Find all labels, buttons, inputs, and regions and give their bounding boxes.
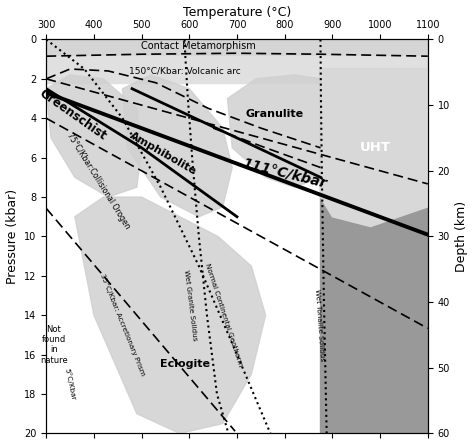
Y-axis label: Depth (km): Depth (km) [456, 201, 468, 272]
Polygon shape [46, 75, 142, 197]
Text: Not
found
in
nature: Not found in nature [40, 325, 68, 365]
Text: Normal Continental Geotherm: Normal Continental Geotherm [204, 263, 243, 368]
Polygon shape [320, 69, 428, 433]
Polygon shape [75, 197, 265, 433]
Text: 111°C/kbar: 111°C/kbar [241, 156, 328, 190]
Text: 75°C/Kbar:Collisional Orogen: 75°C/Kbar:Collisional Orogen [65, 132, 132, 231]
Text: 150°C/Kbar: Volcanic arc: 150°C/Kbar: Volcanic arc [128, 66, 240, 76]
Text: Wet Tonalite Solidus: Wet Tonalite Solidus [313, 289, 325, 361]
Text: Eclogite: Eclogite [160, 360, 210, 369]
Text: Granulite: Granulite [245, 109, 303, 119]
Text: UHT: UHT [360, 142, 391, 154]
Text: Wet Granite Solidus: Wet Granite Solidus [183, 270, 198, 341]
Text: Greenschist: Greenschist [36, 86, 109, 142]
Polygon shape [320, 69, 428, 227]
Text: Amphibolite: Amphibolite [128, 130, 198, 177]
Y-axis label: Pressure (kbar): Pressure (kbar) [6, 189, 18, 284]
Polygon shape [228, 75, 320, 187]
X-axis label: Temperature (°C): Temperature (°C) [183, 5, 291, 19]
Polygon shape [122, 75, 232, 217]
Text: 5°C/Kbar: 5°C/Kbar [64, 368, 77, 401]
Text: Contact Metamorphism: Contact Metamorphism [141, 41, 256, 51]
Text: 35°C/Kbar: Accretionary Prism: 35°C/Kbar: Accretionary Prism [99, 273, 146, 377]
